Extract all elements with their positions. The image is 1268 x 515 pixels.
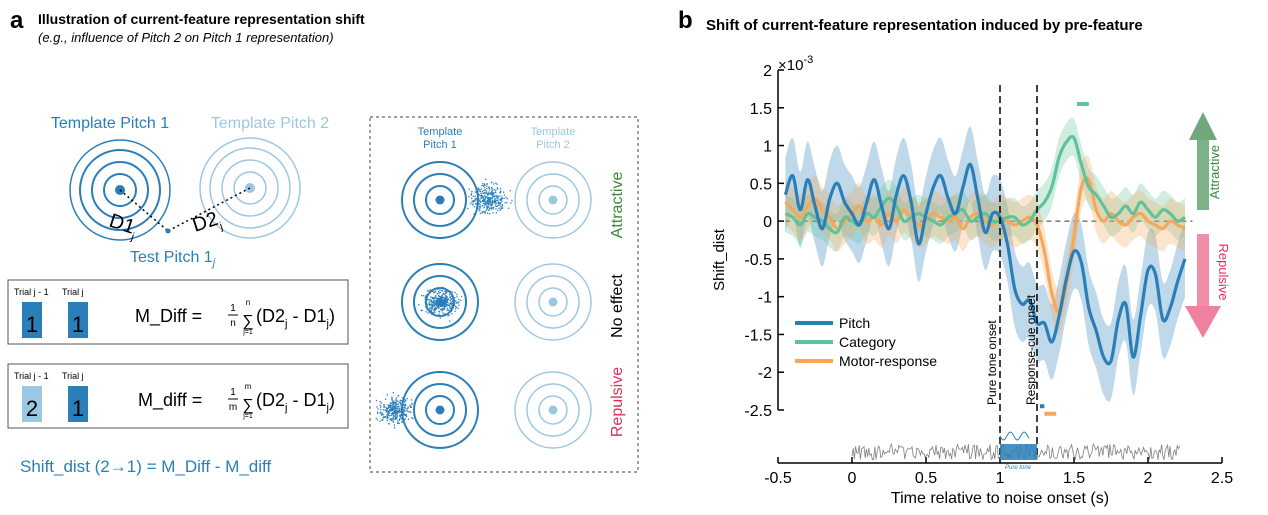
template-pitch-1-label: Template Pitch 1: [51, 115, 169, 132]
repulsive-label: Repulsive: [609, 367, 626, 437]
d2-distance-line: [167, 187, 251, 232]
legend-category: Category: [839, 334, 896, 350]
svg-text:∑: ∑: [242, 397, 253, 414]
response-scatter-cloud: [467, 178, 513, 215]
shift-dist-chart: 2 1.5 1 0.5 0 -0.5 -1 -1.5 -2 -2.5 -0.5 0 0.5 1 1.5 2 2.…: [744, 63, 1233, 487]
svg-text:n: n: [230, 318, 236, 329]
attractive-label: Attractive: [609, 172, 626, 239]
response-cue-onset-label: Response-cue onset: [1024, 294, 1038, 405]
x-tick-label: 0: [848, 470, 857, 487]
y-tick-label: -1.5: [744, 327, 772, 344]
attractive-arrow-head: [1189, 112, 1217, 140]
x-tick-label: 2.5: [1211, 470, 1233, 487]
effect-illustration-box: [369, 116, 639, 473]
svg-text:n: n: [246, 298, 250, 307]
y-axis-label: Shift_dist: [711, 228, 728, 291]
pure-tone-onset-label: Pure tone onset: [985, 320, 999, 405]
series-line-pitch: [783, 162, 1187, 366]
effect-row-no-effect: [401, 263, 592, 341]
box-template-1-line2: Pitch 1: [423, 139, 457, 151]
trial-curr-card: [68, 386, 88, 422]
box-template-1-line1: Template: [418, 126, 463, 138]
trial-curr-label: Trial j: [62, 287, 84, 297]
y-tick-label: 0: [763, 214, 772, 231]
trial-curr-label: Trial j: [62, 371, 84, 381]
trial-curr-value: 1: [72, 312, 84, 337]
trial-prev-label: Trial j - 1: [14, 371, 49, 381]
pure-tone-block: [1000, 444, 1037, 460]
x-tick-label: 0.5: [915, 470, 937, 487]
x-tick-label: 1.5: [1063, 470, 1085, 487]
svg-text:1: 1: [230, 387, 236, 398]
panel-a-subtitle: (e.g., influence of Pitch 2 on Pitch 1 r…: [38, 30, 334, 45]
box-template-2-line1: Template: [531, 126, 576, 138]
m-diff-lhs: M_Diff =: [135, 306, 202, 327]
trial-curr-card: [68, 302, 88, 338]
m-diff-rhs: (D2j - D1j): [256, 390, 335, 414]
trial-prev-label: Trial j - 1: [14, 287, 49, 297]
y-tick-label: 2: [763, 63, 772, 80]
panel-a-letter: a: [10, 7, 24, 34]
panel-a-title: Illustration of current-feature represen…: [38, 11, 365, 27]
y-tick-label: 1.5: [750, 101, 772, 118]
pure-tone-wave: [999, 431, 1030, 441]
trial-curr-value: 1: [72, 396, 84, 421]
shift-dist-formula: Shift_dist (2→1) = M_Diff - M_diff: [20, 457, 271, 476]
template-pitch-2-label: Template Pitch 2: [211, 115, 329, 132]
test-pitch-dot: [165, 228, 171, 234]
repulsive-arrow-shaft: [1197, 234, 1209, 306]
attractive-side-label: Attractive: [1207, 145, 1222, 199]
m-diff-lhs: M_diff =: [138, 390, 202, 411]
y-tick-label: 1: [763, 139, 772, 156]
trial-prev-card: [22, 302, 42, 338]
y-tick-label: 0.5: [750, 176, 772, 193]
effect-row-repulsive: [375, 371, 592, 449]
panel-b-title: Shift of current-feature representation …: [706, 17, 1143, 34]
legend-pitch: Pitch: [839, 315, 870, 331]
y-tick-label: -0.5: [744, 252, 772, 269]
repulsive-arrow-head: [1185, 306, 1221, 338]
y-tick-label: -2: [758, 365, 772, 382]
no-effect-label: No effect: [609, 274, 626, 338]
response-scatter-cloud: [375, 392, 414, 429]
x-axis-label: Time relative to noise onset (s): [891, 490, 1109, 507]
series-line-category: [784, 134, 1186, 235]
trial-prev-value: 2: [26, 396, 38, 421]
y-scale-label: ×10-3: [778, 54, 813, 74]
d2-label: D2j: [190, 207, 225, 240]
response-scatter-cloud: [418, 286, 463, 322]
m-diff-box-different: Trial j - 1 Trial j 2 1 M_diff = 1 m m ∑…: [7, 363, 349, 429]
d1-distance-line: [119, 189, 169, 232]
legend-motor-response: Motor-response: [839, 353, 937, 369]
svg-text:j=1: j=1: [242, 413, 253, 420]
x-tick-label: 1: [996, 470, 1005, 487]
y-tick-label: -1: [758, 290, 772, 307]
trial-prev-card: [22, 386, 42, 422]
m-diff-rhs: (D2j - D1j): [256, 306, 335, 330]
test-pitch-label: Test Pitch 1j: [130, 249, 216, 269]
chart-legend: Pitch Category Motor-response: [795, 315, 937, 369]
pure-tone-small-label: Pure tone: [1005, 465, 1032, 471]
svg-text:m: m: [245, 382, 252, 391]
ci-band-pitch: [785, 126, 1185, 402]
effect-row-attractive: [401, 161, 592, 239]
panel-b-letter: b: [678, 7, 693, 34]
attractive-arrow-shaft: [1197, 140, 1209, 210]
trial-prev-value: 1: [26, 312, 38, 337]
repulsive-side-label: Repulsive: [1216, 243, 1231, 300]
svg-text:j=1: j=1: [242, 329, 253, 336]
svg-text:m: m: [229, 402, 237, 413]
svg-text:∑: ∑: [242, 313, 253, 330]
box-template-2-line2: Pitch 2: [536, 139, 570, 151]
svg-text:1: 1: [230, 303, 236, 314]
m-diff-box-same: Trial j - 1 Trial j 1 1 M_Diff = 1 n n ∑…: [7, 279, 349, 345]
x-tick-label: -0.5: [764, 470, 792, 487]
x-tick-label: 2: [1144, 470, 1153, 487]
y-tick-label: -2.5: [744, 403, 772, 420]
